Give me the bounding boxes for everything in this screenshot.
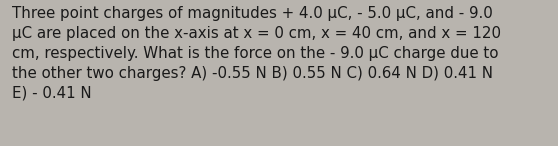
Text: Three point charges of magnitudes + 4.0 μC, - 5.0 μC, and - 9.0
μC are placed on: Three point charges of magnitudes + 4.0 …: [12, 6, 501, 101]
